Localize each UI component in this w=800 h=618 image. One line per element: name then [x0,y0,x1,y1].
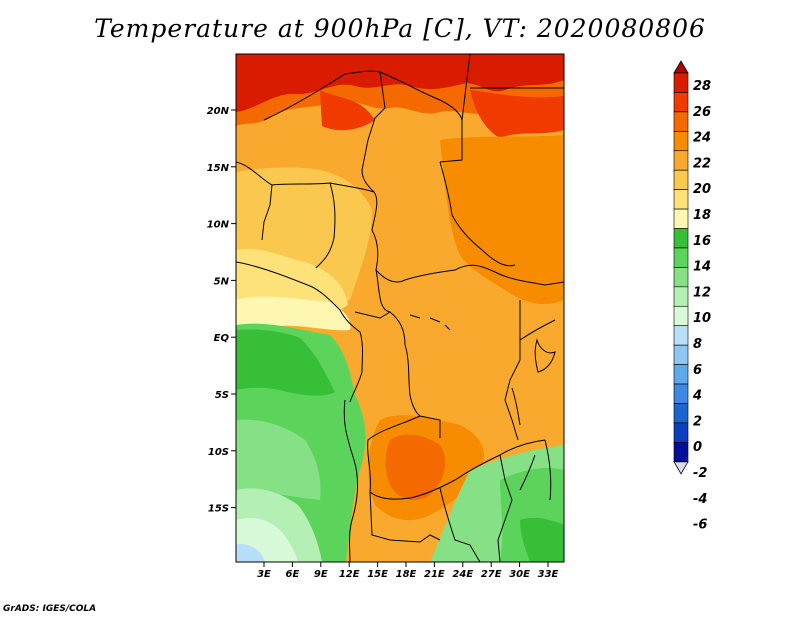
colorbar-label: 18 [693,208,711,223]
lat-label: 15S [208,504,229,515]
colorbar-label: 0 [693,440,702,455]
lon-label: 6E [286,569,300,580]
colorbar-label: 24 [693,131,711,146]
colorbar-swatch [673,247,689,268]
colorbar-label: 28 [693,79,711,94]
colorbar-swatch [673,325,689,346]
lat-label: 10N [207,220,230,231]
colorbar-label: -4 [693,492,707,507]
colorbar-label: 22 [693,156,711,171]
colorbar-label: 20 [693,182,711,197]
map-title: Temperature at 900hPa [C], VT: 202008080… [94,14,706,43]
colorbar-swatch [673,344,689,365]
colorbar-label: 8 [693,337,702,352]
lon-label: 24E [452,569,473,580]
colorbar-swatch [673,267,689,288]
grads-credit: GrADS: IGES/COLA [3,604,97,614]
colorbar-swatch [673,92,689,113]
lat-label: 15N [207,163,230,174]
colorbar-swatch [673,305,689,327]
lon-label: 3E [257,569,271,580]
colorbar-label: 26 [693,105,711,120]
colorbar-label: -2 [693,466,707,481]
colorbar-label: 10 [693,311,711,326]
colorbar-swatch [673,111,689,132]
colorbar-under-triangle [673,461,689,475]
country-borders [236,54,564,562]
colorbar-swatch [673,131,689,152]
lon-label: 27E [481,569,502,580]
colorbar-label: 16 [693,234,711,249]
lat-label: 5S [215,390,229,401]
latitude-axis: 20N 15N 10N 5N EQ 5S 10S 15S [207,106,236,515]
colorbar-swatch [673,442,689,463]
colorbar-swatch [673,403,689,424]
colorbar-label: 6 [693,363,702,378]
colorbar-swatch [673,422,689,443]
lat-label: 5N [214,276,230,287]
lat-label: 20N [207,106,230,117]
colorbar-swatch [673,169,689,190]
lon-label: 15E [367,569,388,580]
colorbar-swatch [673,150,689,171]
colorbar-label: 2 [693,414,702,429]
colorbar-swatch [673,208,689,229]
colorbar-swatch [673,72,689,93]
colorbar-swatch [673,286,689,307]
lon-label: 9E [314,569,328,580]
colorbar-label: 12 [693,285,711,300]
lon-label: 21E [424,569,445,580]
colorbar-swatch [673,383,689,404]
colorbar-label: 4 [692,389,702,404]
longitude-axis: 3E 6E 9E 12E 15E 18E 21E 24E 27E 30E 33E [257,562,559,580]
lon-label: 33E [538,569,559,580]
colorbar-swatch [673,364,689,385]
lon-label: 30E [509,569,530,580]
lat-label: 10S [208,447,229,458]
lon-label: 12E [339,569,360,580]
colorbar-over-triangle [673,60,689,74]
temperature-field [236,54,564,562]
colorbar-label: 14 [693,260,711,275]
colorbar-swatch [673,228,689,249]
lon-label: 18E [396,569,417,580]
colorbar-swatch [673,189,689,210]
plot-frame [235,53,565,563]
lat-label: EQ [214,333,230,344]
colorbar-label: -6 [693,518,707,533]
